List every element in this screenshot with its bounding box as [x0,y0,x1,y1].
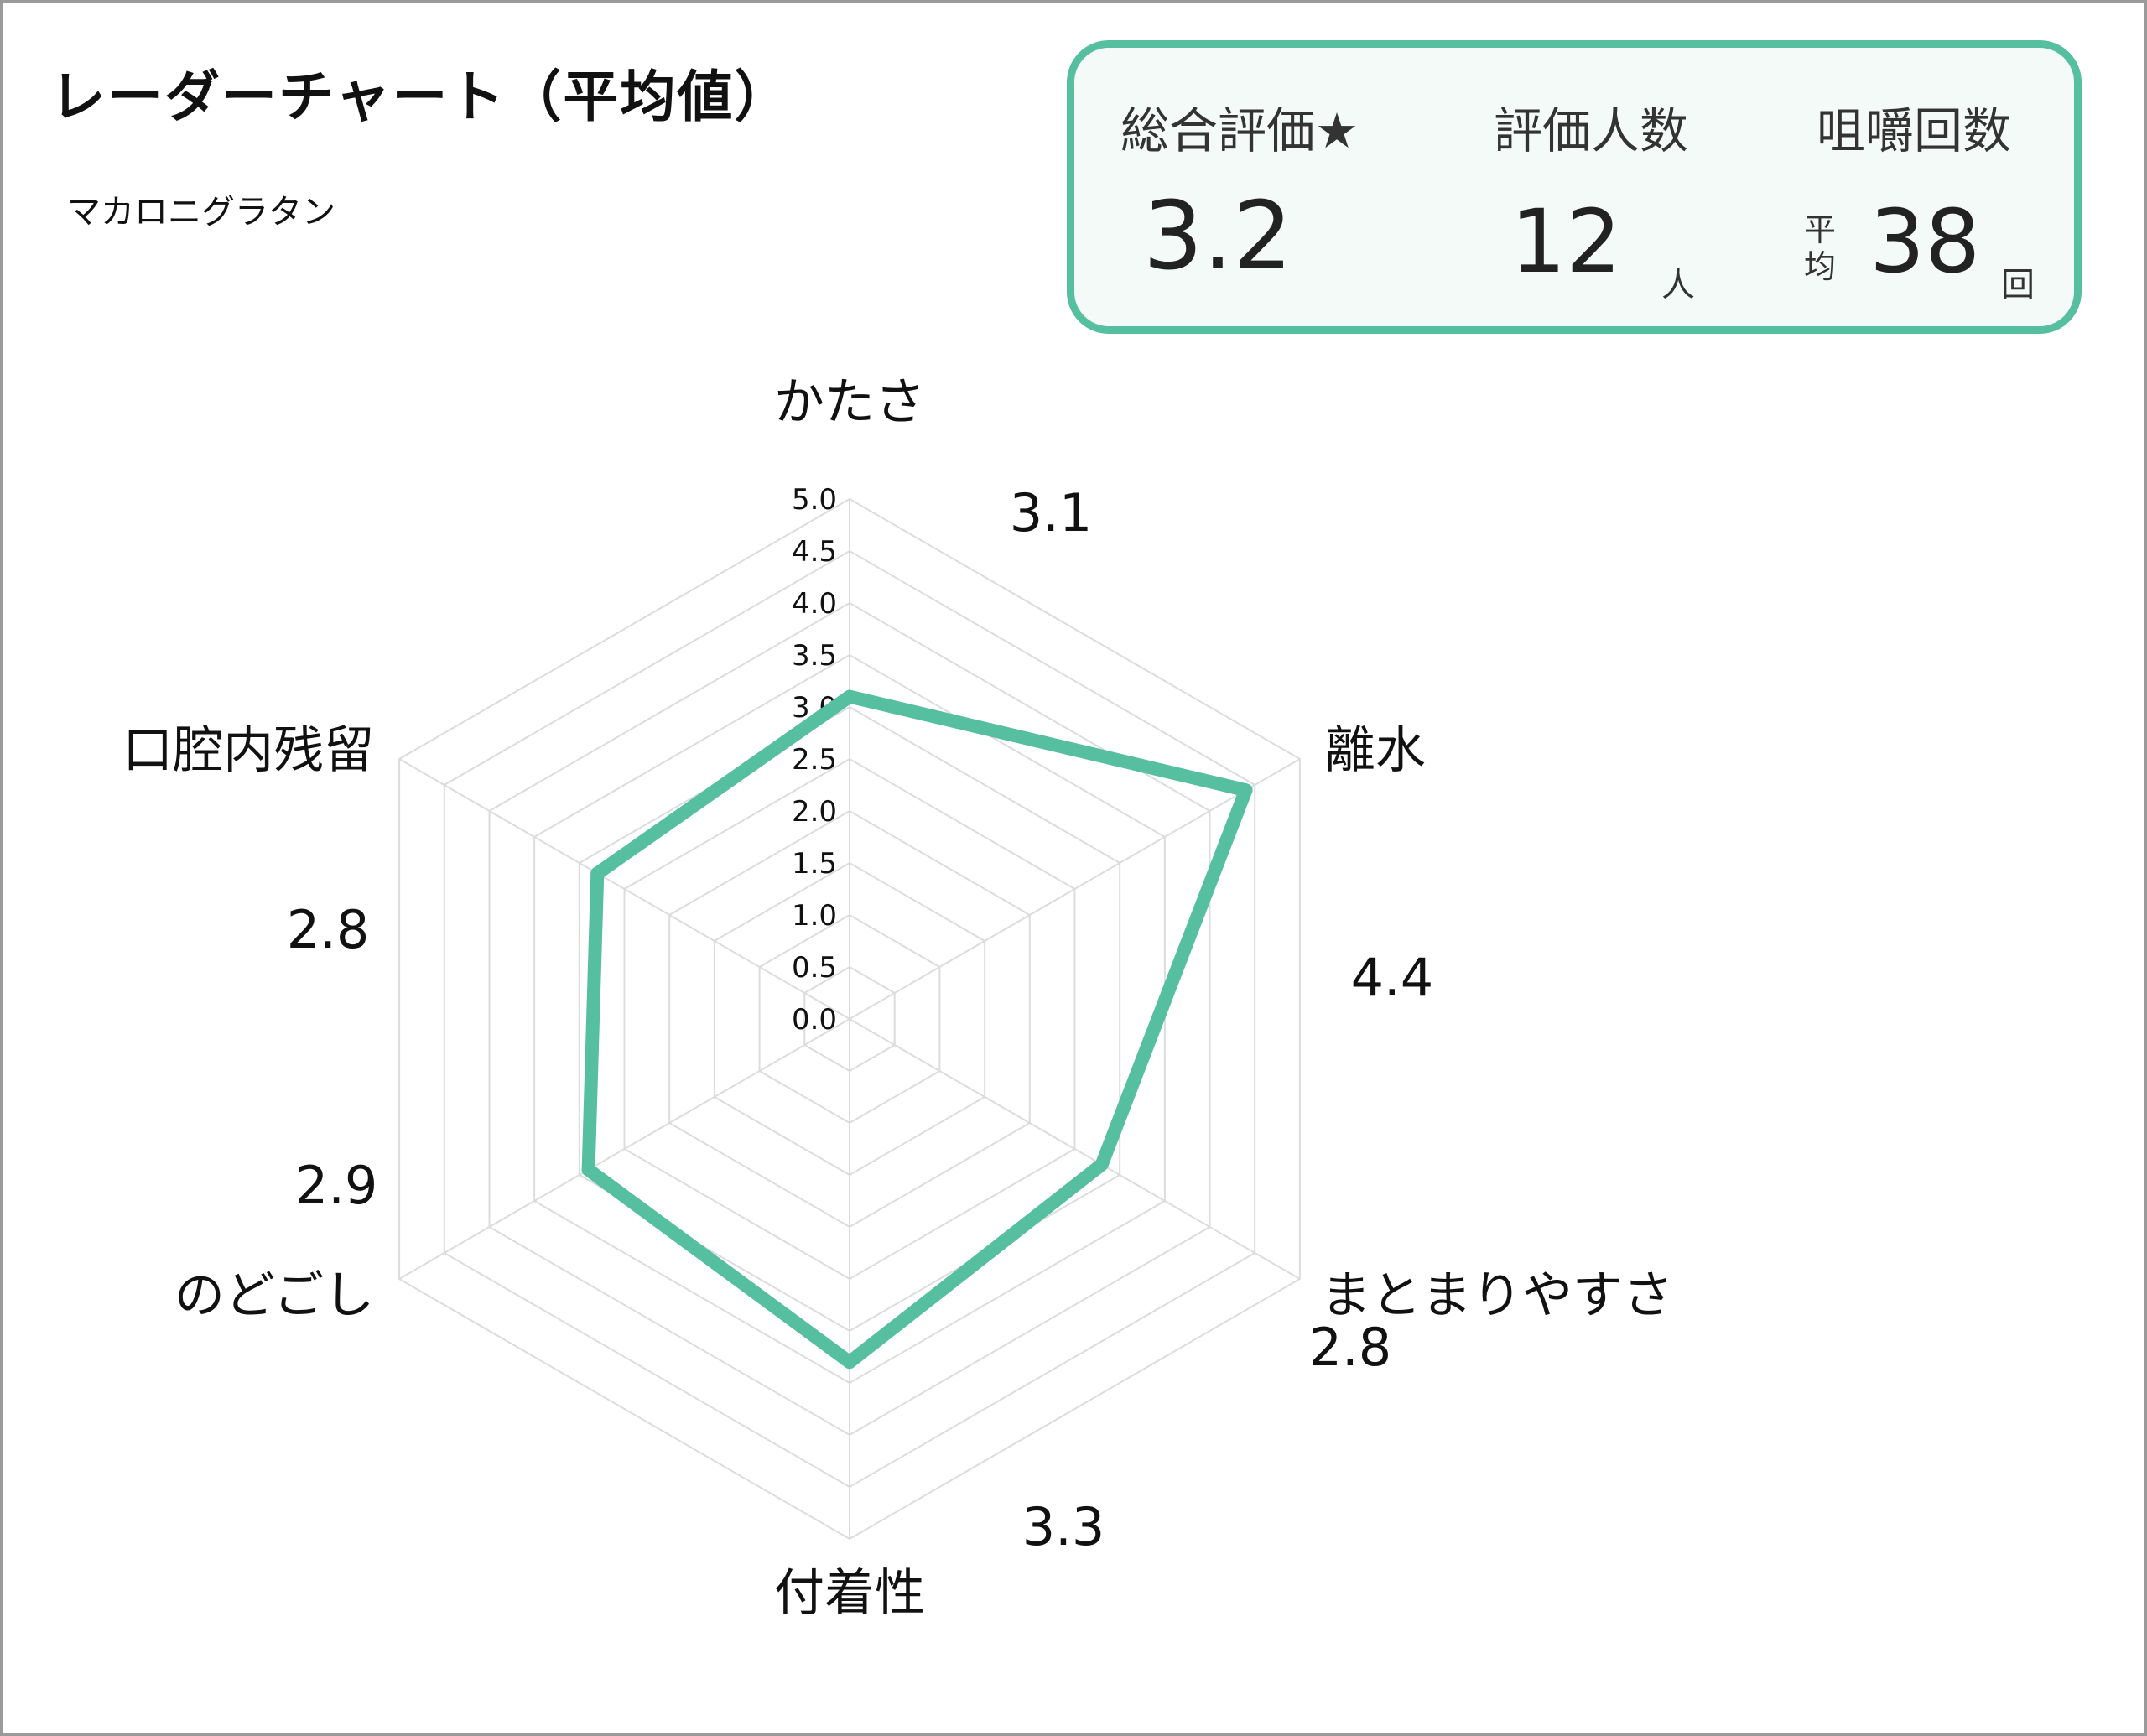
value-label: 2.9 [295,1155,378,1216]
overall-rating-value: 3.2 [1143,182,1293,291]
chews-prefix-2: 均 [1804,248,1837,285]
chews-unit: 回 [2001,266,2035,304]
chart-title: レーダーチャート（平均値） [50,65,792,129]
radar-series [581,689,1253,1370]
chart-subtitle: マカロニグラタン [67,193,335,231]
raters-value: 12 [1510,190,1622,293]
axis-label: 離水 [1325,721,1426,780]
chews-average-mark: 平 均 [1804,211,1836,285]
series-point [590,866,605,881]
summary-panel: 総合評価★ 3.2 評価人数 12 人 咀嚼回数 平 均 38 回 [1067,40,2082,334]
series-point [1239,783,1253,798]
tick-label: 3.5 [792,639,837,673]
axis-label: 付着性 [774,1564,925,1623]
grid-spoke [398,1018,850,1280]
value-label: 3.1 [1010,482,1093,543]
chews-value: 38 [1869,190,1981,293]
value-label: 2.8 [287,899,370,960]
tick-label: 1.0 [792,899,837,933]
raters-label: 評価人数 [1494,102,1689,159]
value-label: 2.8 [1309,1317,1392,1378]
radar-value-labels: 3.1 4.4 2.8 3.3 2.9 2.8 [287,482,1433,1557]
grid-spoke [849,758,1301,1020]
radar-grid [398,497,1301,1541]
raters-unit: 人 [1661,266,1695,304]
chews-label: 咀嚼回数 [1817,102,2012,159]
series-point [1094,1157,1109,1172]
tick-label: 0.5 [792,951,837,985]
axis-label: かたさ [774,373,925,432]
grid-spoke [398,758,850,1020]
series-point [843,1355,856,1370]
axis-label: まとまりやすさ [1321,1266,1673,1325]
axis-label: のどごし [174,1266,374,1325]
series-point [581,1162,595,1177]
chews-prefix-1: 平 [1804,211,1837,248]
axis-label: 口腔内残留 [122,721,374,780]
tick-label: 5.0 [792,483,837,517]
value-label: 3.3 [1022,1496,1105,1557]
tick-label: 0.0 [792,1003,837,1037]
tick-label: 1.5 [792,847,837,881]
tick-label: 4.5 [792,535,837,569]
tick-label: 4.0 [792,587,837,621]
tick-label: 2.0 [792,795,837,829]
series-point [843,689,856,704]
overall-rating-label: 総合評価★ [1120,102,1359,159]
tick-label: 2.5 [792,743,837,777]
grid-spoke [849,1018,1301,1280]
value-label: 4.4 [1351,947,1434,1008]
radar-ticks: 0.00.51.01.52.02.53.03.54.04.55.0 [792,483,837,1037]
